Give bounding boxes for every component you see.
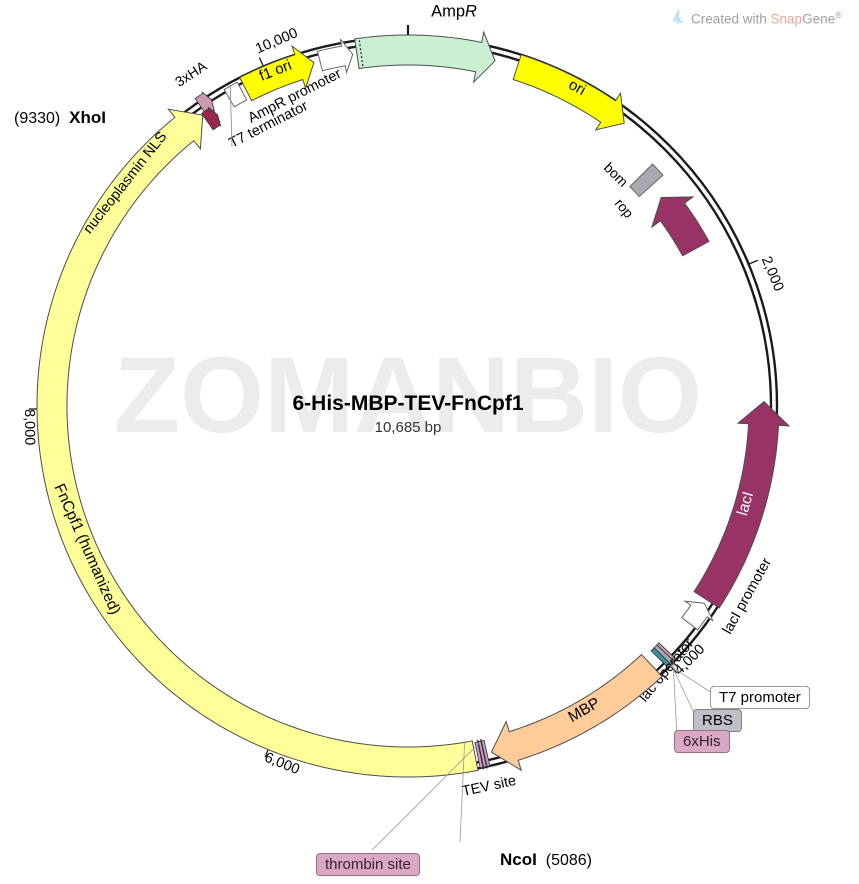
svg-text:AmpR: AmpR: [431, 3, 477, 21]
svg-text:10,685 bp: 10,685 bp: [375, 419, 442, 436]
svg-text:6-His-MBP-TEV-FnCpf1: 6-His-MBP-TEV-FnCpf1: [293, 392, 524, 415]
svg-text:8,000: 8,000: [21, 409, 37, 445]
